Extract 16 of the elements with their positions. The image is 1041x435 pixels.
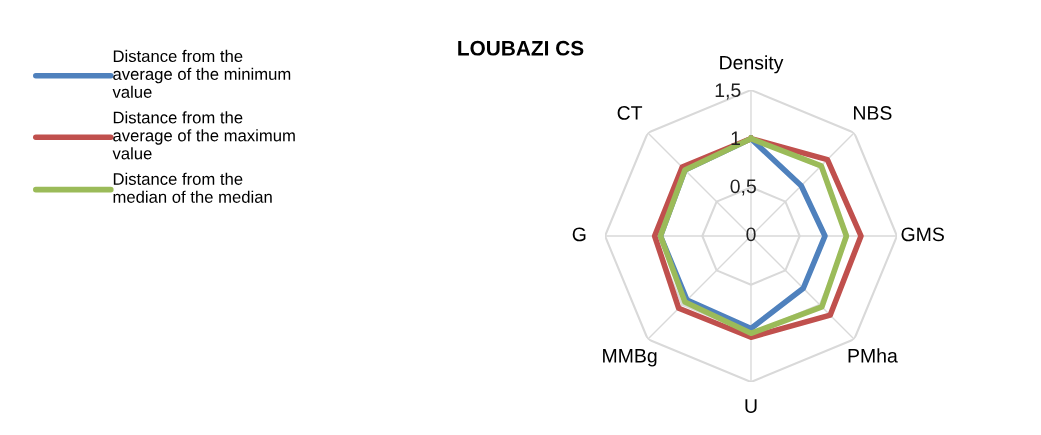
y-tick-label: 0: [746, 227, 756, 242]
spoke-label: Density: [720, 55, 784, 74]
y-tick-label: 0,5: [730, 179, 756, 196]
spoke-label: U: [745, 399, 757, 413]
chart-title: LOUBAZI CS: [458, 40, 584, 56]
legend-label: Distance from the median of the median: [113, 172, 272, 203]
legend-label: Distance from the average of the maximum value: [112, 111, 295, 160]
spoke-label: MMBg: [603, 349, 657, 367]
spoke-label: NBS: [854, 106, 892, 120]
spoke-label: GMS: [901, 227, 944, 242]
spoke-label: G: [572, 227, 586, 242]
spoke-label: PMha: [848, 348, 898, 363]
legend-label: Distance from the average of the minimum value: [112, 49, 291, 98]
spoke-label: CT: [617, 106, 643, 120]
y-tick-label: 1,5: [715, 83, 741, 100]
y-tick-label: 1: [731, 131, 740, 145]
